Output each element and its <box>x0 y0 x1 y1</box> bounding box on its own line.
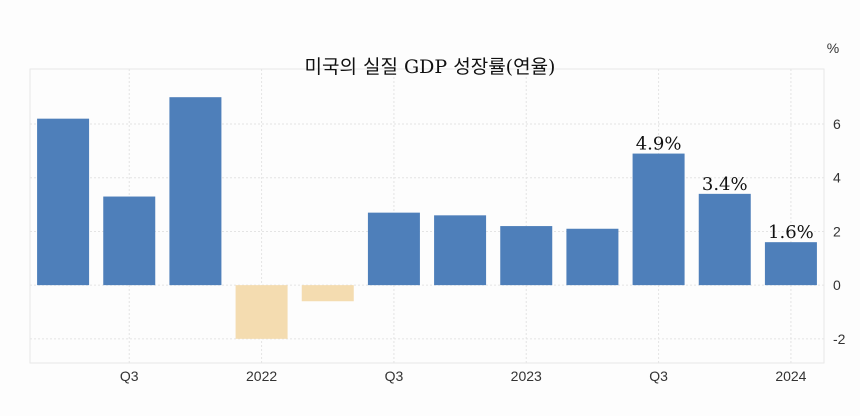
bar-2022-q2 <box>301 285 354 302</box>
bar-2021-q3 <box>103 196 156 286</box>
bar-2023-q4 <box>698 193 751 286</box>
y-tick-label: 6 <box>833 116 841 132</box>
x-tick-label: 2023 <box>511 368 542 384</box>
x-tick-label: Q3 <box>649 368 668 384</box>
bar-2023-q2 <box>566 228 619 286</box>
y-tick-label: -2 <box>833 331 846 347</box>
data-label: 4.9% <box>636 134 682 155</box>
data-label: 3.4% <box>702 174 748 195</box>
bar-2022-q1 <box>235 285 288 339</box>
y-unit-label: % <box>827 40 839 56</box>
bar-2022-q4 <box>434 215 487 286</box>
y-tick-label: 2 <box>833 223 841 239</box>
bar-2024-q1 <box>764 242 817 286</box>
plot-area <box>29 68 825 364</box>
data-label: 1.6% <box>768 222 814 243</box>
x-tick-label: 2024 <box>775 368 806 384</box>
bar-2023-q3 <box>632 153 685 286</box>
x-tick-label: Q3 <box>120 368 139 384</box>
bar-2023-q1 <box>500 226 553 286</box>
chart-title: 미국의 실질 GDP 성장률(연율) <box>305 56 556 78</box>
bar-2021-q4 <box>169 97 222 286</box>
bar-2022-q3 <box>367 212 420 286</box>
x-tick-label: Q3 <box>385 368 404 384</box>
y-tick-label: 4 <box>833 170 841 186</box>
x-tick-label: 2022 <box>246 368 277 384</box>
bar-2021-q2 <box>37 118 90 286</box>
y-tick-label: 0 <box>833 277 841 293</box>
